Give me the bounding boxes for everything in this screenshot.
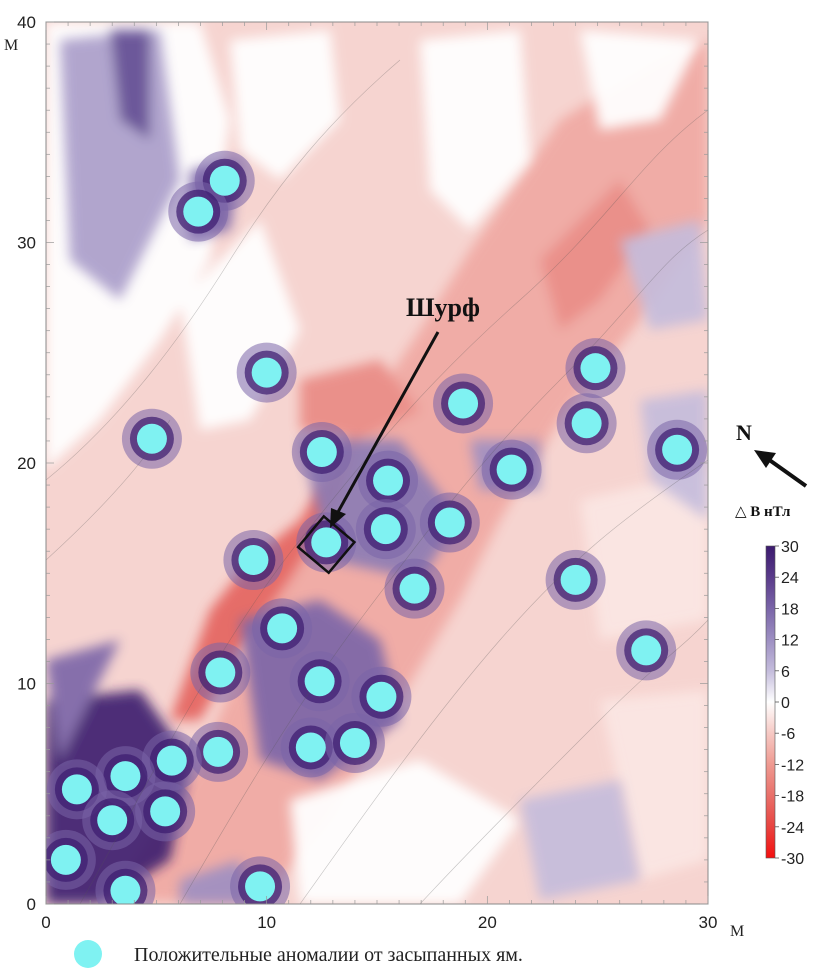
anomaly-marker: [267, 613, 298, 644]
anomaly-marker: [448, 388, 479, 419]
y-tick-label: 20: [17, 454, 36, 473]
anomaly-marker: [245, 871, 276, 902]
contour-field: [46, 22, 708, 904]
anomaly-marker: [662, 434, 693, 465]
anomaly-marker: [306, 436, 337, 467]
anomaly-marker: [631, 635, 662, 666]
y-tick-label: 40: [17, 13, 36, 32]
anomaly-marker: [366, 681, 397, 712]
scale-label: 6: [781, 664, 790, 681]
pit-square: [296, 514, 357, 575]
pit-marker: [296, 514, 357, 575]
x-tick-label: 20: [478, 913, 497, 932]
anomaly-markers: [50, 165, 693, 904]
scale-label: 12: [781, 633, 799, 650]
scale-label: -18: [781, 789, 804, 806]
pit-label: Шурф: [406, 293, 480, 322]
anomaly-marker: [150, 796, 181, 827]
anomaly-marker: [209, 165, 240, 196]
anomaly-marker: [156, 745, 187, 776]
scale-label: 24: [781, 570, 799, 587]
anomaly-marker: [399, 573, 430, 604]
y-tick-label: 0: [27, 895, 36, 914]
scale-label: 0: [781, 695, 790, 712]
scale-label: -24: [781, 820, 804, 837]
anomaly-marker: [496, 454, 527, 485]
color-scale-bar: [765, 545, 776, 859]
north-label: N: [736, 420, 752, 445]
anomaly-marker: [50, 844, 81, 875]
anomaly-marker: [560, 564, 591, 595]
pit-arrow: [330, 331, 440, 528]
y-tick-label: 10: [17, 675, 36, 694]
scale-label: -6: [781, 726, 795, 743]
y-axis-unit: М: [4, 37, 18, 54]
color-scale-labels: 30 24 18 12 6 0 -6 -12 -18 -24 -30: [781, 539, 804, 868]
x-tick-label: 0: [41, 913, 50, 932]
scale-label: -12: [781, 757, 804, 774]
anomaly-marker: [311, 527, 342, 558]
scale-label: -30: [781, 851, 804, 868]
anomaly-marker: [97, 805, 128, 836]
x-tick-label: 10: [257, 913, 276, 932]
anomaly-marker: [434, 507, 465, 538]
anomaly-marker: [251, 357, 282, 388]
anomaly-marker: [110, 875, 141, 904]
anomaly-marker: [339, 728, 370, 759]
anomaly-marker: [304, 666, 335, 697]
scale-label: 18: [781, 601, 799, 618]
x-tick-label: 30: [699, 913, 718, 932]
north-arrow-icon: [754, 450, 808, 488]
color-scale: [765, 545, 779, 859]
x-axis-unit: М: [730, 923, 744, 940]
y-tick-label: 30: [17, 234, 36, 253]
anomaly-marker: [373, 465, 404, 496]
scale-label: 30: [781, 539, 799, 556]
anomaly-marker: [571, 408, 602, 439]
anomaly-marker: [370, 514, 401, 545]
minor-ticks: [45, 21, 709, 905]
anomaly-marker: [295, 732, 326, 763]
anomaly-marker: [203, 736, 234, 767]
legend-marker-icon: [74, 940, 102, 968]
anomaly-marker: [183, 196, 214, 227]
scale-title: △ В нТл: [735, 504, 791, 520]
anomaly-marker: [110, 761, 141, 792]
anomaly-marker: [205, 657, 236, 688]
anomaly-marker: [61, 774, 92, 805]
anomaly-marker: [136, 423, 167, 454]
legend-text: Положительные аномалии от засыпанных ям.: [134, 944, 523, 966]
anomaly-marker: [580, 353, 611, 384]
x-axis-ticks: 0 10 20 30: [41, 913, 717, 932]
y-axis-ticks: 0 10 20 30 40: [17, 13, 36, 914]
anomaly-marker: [238, 545, 269, 576]
